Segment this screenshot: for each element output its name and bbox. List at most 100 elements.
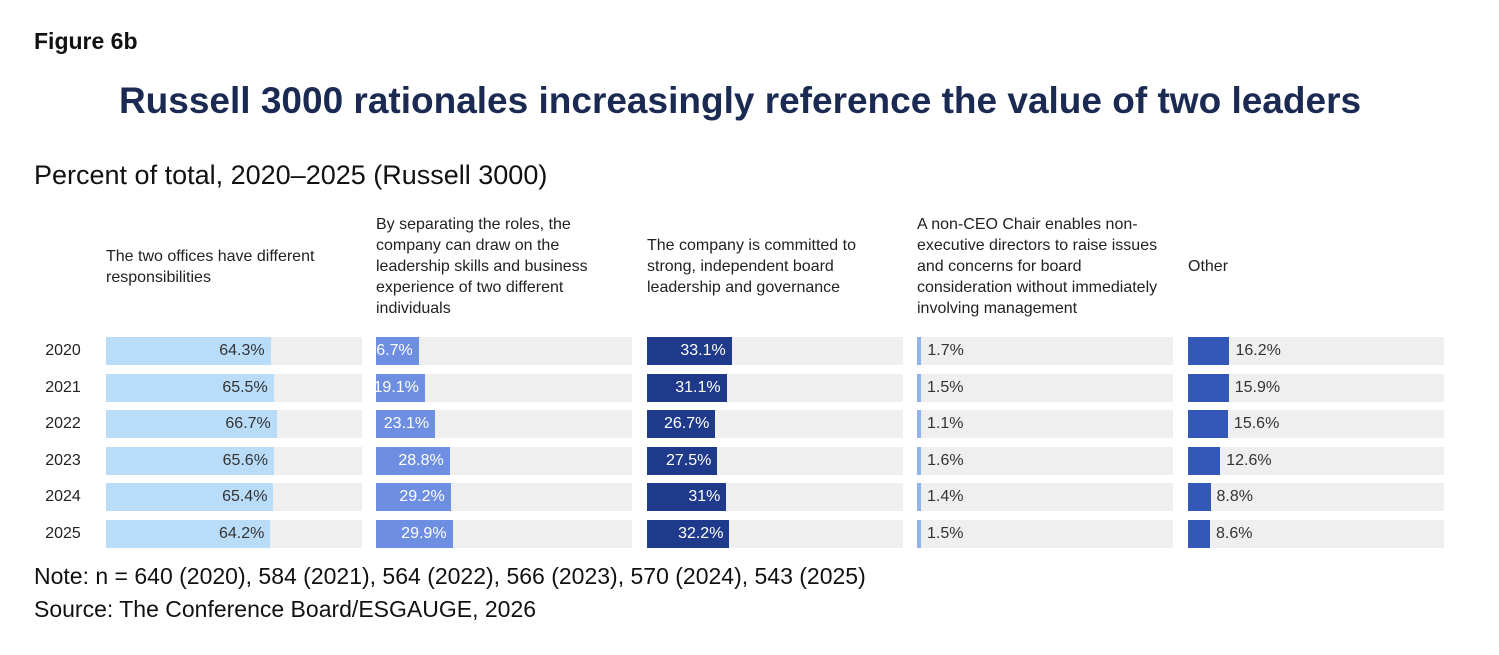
bar-track: 32.2%	[647, 519, 903, 548]
data-label: 29.9%	[401, 524, 447, 542]
bar	[647, 410, 716, 438]
bar	[106, 410, 277, 438]
bar-track: 29.9%	[376, 519, 632, 548]
bar	[917, 519, 921, 548]
data-label: 1.7%	[927, 342, 964, 359]
year-label: 2025	[45, 524, 81, 542]
bar	[106, 519, 271, 548]
bar	[917, 373, 921, 402]
bar	[647, 446, 718, 475]
data-label: 32.2%	[678, 524, 724, 542]
chart-subtitle: Percent of total, 2020–2025 (Russell 300…	[34, 160, 548, 190]
bar	[376, 519, 453, 548]
data-label: 1.5%	[927, 378, 964, 396]
bar-track: 23.1%	[376, 410, 632, 438]
year-label: 2023	[45, 451, 81, 469]
bar	[1188, 446, 1221, 475]
data-label: 31%	[688, 488, 721, 505]
data-label: 29.2%	[399, 488, 445, 505]
data-label: 65.6%	[222, 451, 268, 469]
bar-track: 15.9%	[1188, 373, 1444, 402]
series-header: The company is committed to strong, inde…	[647, 237, 856, 296]
bar	[1188, 410, 1228, 438]
data-label: 27.5%	[666, 451, 712, 469]
chart-source: Source: The Conference Board/ESGAUGE, 20…	[34, 596, 537, 622]
bar-track: 1.7%	[917, 337, 1173, 365]
data-label: 8.6%	[1216, 524, 1253, 542]
bar-track: 8.8%	[1188, 483, 1444, 511]
data-label: 65.5%	[222, 378, 268, 396]
year-label: 2022	[45, 415, 81, 432]
series-header: Other	[1188, 258, 1229, 275]
bar-track: 65.5%	[106, 373, 362, 402]
data-label: 1.1%	[927, 415, 964, 432]
bar-track: 65.6%	[106, 446, 362, 475]
bar	[1188, 373, 1229, 402]
bar-track: 31%	[647, 483, 903, 511]
bar-track: 27.5%	[647, 446, 903, 475]
data-label: 12.6%	[1226, 451, 1272, 469]
year-label: 2024	[45, 488, 81, 505]
data-label: 66.7%	[225, 415, 271, 432]
data-label: 15.6%	[1233, 415, 1280, 432]
bar-track: 29.2%	[376, 483, 632, 511]
chart-note: Note: n = 640 (2020), 584 (2021), 564 (2…	[34, 563, 866, 589]
data-label: 16.7%	[367, 342, 413, 359]
bar	[376, 373, 425, 402]
bar	[1188, 519, 1211, 548]
bar-track: 16.7%	[367, 337, 632, 365]
data-label: 31.1%	[675, 378, 721, 396]
bar	[376, 337, 419, 365]
data-label: 1.4%	[927, 488, 964, 505]
data-label: 19.1%	[373, 378, 419, 396]
bar	[376, 483, 451, 511]
bar	[647, 519, 730, 548]
data-label: 64.2%	[218, 524, 265, 542]
data-label: 33.1%	[680, 342, 726, 359]
bar-track: 8.6%	[1188, 519, 1444, 548]
bar-track: 31.1%	[647, 373, 903, 402]
bar-track: 64.2%	[106, 519, 362, 548]
bar-track: 15.6%	[1188, 410, 1444, 438]
data-label: 1.6%	[927, 451, 964, 469]
data-label: 26.7%	[663, 415, 710, 432]
bar	[647, 373, 727, 402]
bar-track: 1.5%	[917, 519, 1173, 548]
data-label: 64.3%	[219, 342, 265, 359]
data-label: 8.8%	[1216, 488, 1253, 505]
bar-track: 12.6%	[1188, 446, 1444, 475]
bar	[1188, 337, 1230, 365]
bar-track: 65.4%	[106, 483, 362, 511]
bar-track: 26.7%	[647, 410, 903, 438]
year-label: 2020	[45, 342, 81, 359]
bar-track: 28.8%	[376, 446, 632, 475]
bar	[917, 483, 921, 511]
series-header: A non-CEO Chair enables non-executive di…	[917, 216, 1158, 317]
bar-track: 16.2%	[1188, 337, 1444, 365]
data-label: 23.1%	[383, 415, 430, 432]
bar	[917, 446, 922, 475]
bar	[106, 337, 271, 365]
year-label: 2021	[45, 378, 81, 396]
data-label: 16.2%	[1235, 342, 1281, 359]
bar	[647, 337, 732, 365]
bar	[376, 410, 436, 438]
chart-title: Russell 3000 rationales increasingly ref…	[118, 80, 1362, 121]
data-label: 1.5%	[927, 524, 964, 542]
bar	[917, 410, 921, 438]
data-label: 65.4%	[222, 488, 268, 505]
bar-track: 64.3%	[106, 337, 362, 365]
bar-track: 1.4%	[917, 483, 1173, 511]
bar-track: 1.6%	[917, 446, 1173, 475]
bar-track: 19.1%	[373, 373, 632, 402]
bar	[1188, 483, 1211, 511]
bar-track: 1.5%	[917, 373, 1173, 402]
data-label: 15.9%	[1234, 378, 1281, 396]
bar-track: 1.1%	[917, 410, 1173, 438]
bar-track: 66.7%	[106, 410, 362, 438]
series-header: By separating the roles, the company can…	[376, 216, 588, 317]
series-header: The two offices have different responsib…	[106, 247, 315, 286]
bar	[647, 483, 727, 511]
bar	[376, 446, 450, 475]
bar	[106, 373, 274, 402]
